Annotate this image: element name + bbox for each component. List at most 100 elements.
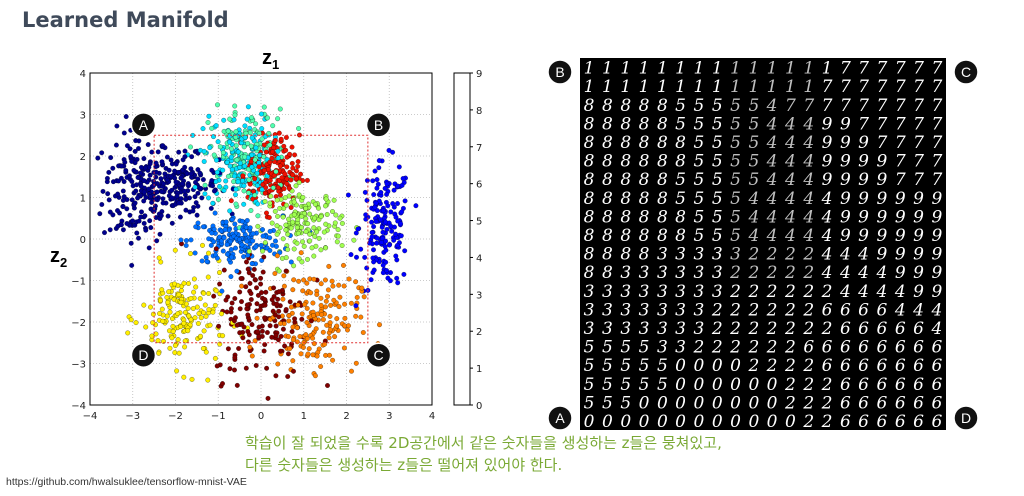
scatter-point bbox=[133, 320, 139, 326]
manifold-digit: 5 bbox=[675, 96, 686, 116]
manifold-digit: 5 bbox=[602, 393, 613, 413]
manifold-digit: 5 bbox=[675, 189, 686, 209]
manifold-digit: 6 bbox=[858, 393, 869, 413]
scatter-point bbox=[203, 313, 209, 319]
manifold-digit: 9 bbox=[895, 207, 906, 227]
scatter-point bbox=[241, 201, 247, 207]
manifold-digit: 0 bbox=[730, 393, 741, 413]
manifold-digit: 1 bbox=[639, 77, 650, 97]
manifold-digit: 7 bbox=[895, 77, 906, 97]
manifold-digit: 6 bbox=[803, 338, 814, 358]
manifold-digit: 9 bbox=[858, 133, 869, 153]
caption-line-1: 학습이 잘 되었을 수록 2D공간에서 같은 숫자들을 생성하는 z들은 뭉쳐있… bbox=[245, 434, 722, 452]
y-tick-label: −1 bbox=[71, 277, 86, 288]
scatter-point bbox=[232, 221, 238, 227]
manifold-digit: 8 bbox=[602, 263, 613, 283]
scatter-point bbox=[307, 211, 313, 217]
manifold-digit: 9 bbox=[822, 152, 833, 172]
manifold-digit: 5 bbox=[620, 393, 631, 413]
manifold-digit: 4 bbox=[839, 282, 851, 302]
scatter-point bbox=[276, 308, 282, 314]
manifold-digit: 4 bbox=[802, 114, 814, 134]
scatter-point bbox=[260, 233, 266, 239]
scatter-point bbox=[249, 322, 255, 328]
scatter-point bbox=[182, 338, 188, 344]
x-tick-label: 3 bbox=[386, 411, 392, 422]
manifold-digit: 2 bbox=[729, 300, 741, 320]
manifold-digit: 7 bbox=[913, 59, 924, 79]
manifold-digit: 5 bbox=[730, 152, 741, 172]
scatter-point bbox=[328, 302, 334, 308]
manifold-digit: 5 bbox=[748, 133, 759, 153]
manifold-digit: 3 bbox=[657, 300, 668, 320]
manifold-digit: 4 bbox=[857, 263, 869, 283]
manifold-corner-label: A bbox=[555, 410, 565, 426]
manifold-digit: 2 bbox=[784, 338, 796, 358]
scatter-point bbox=[232, 296, 238, 301]
scatter-point bbox=[273, 243, 279, 249]
manifold-digit: 3 bbox=[657, 263, 668, 283]
manifold-digit: 7 bbox=[876, 59, 887, 79]
manifold-digit: 0 bbox=[675, 412, 686, 432]
manifold-digit: 6 bbox=[822, 300, 833, 320]
manifold-digit: 3 bbox=[730, 245, 741, 265]
manifold-digit: 2 bbox=[692, 338, 704, 358]
manifold-digit: 6 bbox=[876, 300, 887, 320]
manifold-digit: 9 bbox=[931, 226, 942, 246]
manifold-digit: 8 bbox=[602, 133, 613, 153]
manifold-digit: 5 bbox=[693, 133, 704, 153]
manifold-digit: 5 bbox=[730, 226, 741, 246]
manifold-digit: 7 bbox=[876, 114, 887, 134]
manifold-digit: 3 bbox=[620, 263, 631, 283]
manifold-digit: 0 bbox=[639, 412, 650, 432]
source-link[interactable]: https://github.com/hwalsuklee/tensorflow… bbox=[6, 476, 247, 488]
manifold-digit: 1 bbox=[730, 77, 741, 97]
scatter-point bbox=[300, 288, 306, 294]
manifold-digit: 7 bbox=[858, 77, 869, 97]
manifold-digit: 0 bbox=[712, 375, 723, 395]
manifold-digit: 7 bbox=[895, 114, 906, 134]
manifold-digit: 6 bbox=[931, 375, 942, 395]
manifold-digit: 6 bbox=[840, 319, 851, 339]
manifold-digit: 6 bbox=[931, 412, 942, 432]
scatter-point bbox=[292, 316, 298, 322]
manifold-digit: 3 bbox=[675, 245, 686, 265]
manifold-digit: 3 bbox=[620, 300, 631, 320]
scatter-point bbox=[289, 144, 295, 150]
scatter-point bbox=[120, 227, 126, 233]
manifold-digit: 7 bbox=[803, 96, 814, 116]
x-tick-label: −4 bbox=[83, 411, 98, 422]
manifold-digit: 4 bbox=[894, 282, 906, 302]
manifold-digit: 2 bbox=[802, 263, 814, 283]
scatter-point bbox=[296, 256, 302, 262]
scatter-point bbox=[141, 198, 147, 204]
manifold-digit: 8 bbox=[584, 226, 595, 246]
manifold-digit: 5 bbox=[639, 338, 650, 358]
scatter-point bbox=[267, 248, 273, 253]
scatter-point bbox=[281, 283, 287, 289]
scatter-point bbox=[299, 316, 305, 322]
manifold-digit: 1 bbox=[767, 77, 778, 97]
scatter-point bbox=[201, 159, 207, 164]
scatter-point bbox=[300, 239, 305, 245]
manifold-digit: 8 bbox=[620, 226, 631, 246]
manifold-digit: 8 bbox=[657, 152, 668, 172]
scatter-point bbox=[155, 338, 161, 344]
scatter-point bbox=[195, 321, 201, 326]
manifold-digit: 6 bbox=[840, 412, 851, 432]
manifold-digit: 1 bbox=[712, 59, 723, 79]
scatter-point bbox=[189, 154, 195, 160]
manifold-digit: 9 bbox=[840, 133, 851, 153]
scatter-point bbox=[263, 185, 269, 190]
manifold-digit: 7 bbox=[895, 152, 906, 172]
manifold-digit: 5 bbox=[602, 338, 613, 358]
scatter-point bbox=[265, 395, 271, 401]
manifold-digit: 0 bbox=[730, 356, 741, 376]
manifold-digit: 3 bbox=[602, 282, 613, 302]
manifold-digit: 3 bbox=[584, 282, 595, 302]
manifold-digit: 0 bbox=[675, 393, 686, 413]
manifold-digit: 3 bbox=[620, 319, 631, 339]
manifold-digit: 8 bbox=[584, 263, 595, 283]
manifold-digit: 2 bbox=[802, 375, 814, 395]
manifold-digit: 0 bbox=[712, 393, 723, 413]
